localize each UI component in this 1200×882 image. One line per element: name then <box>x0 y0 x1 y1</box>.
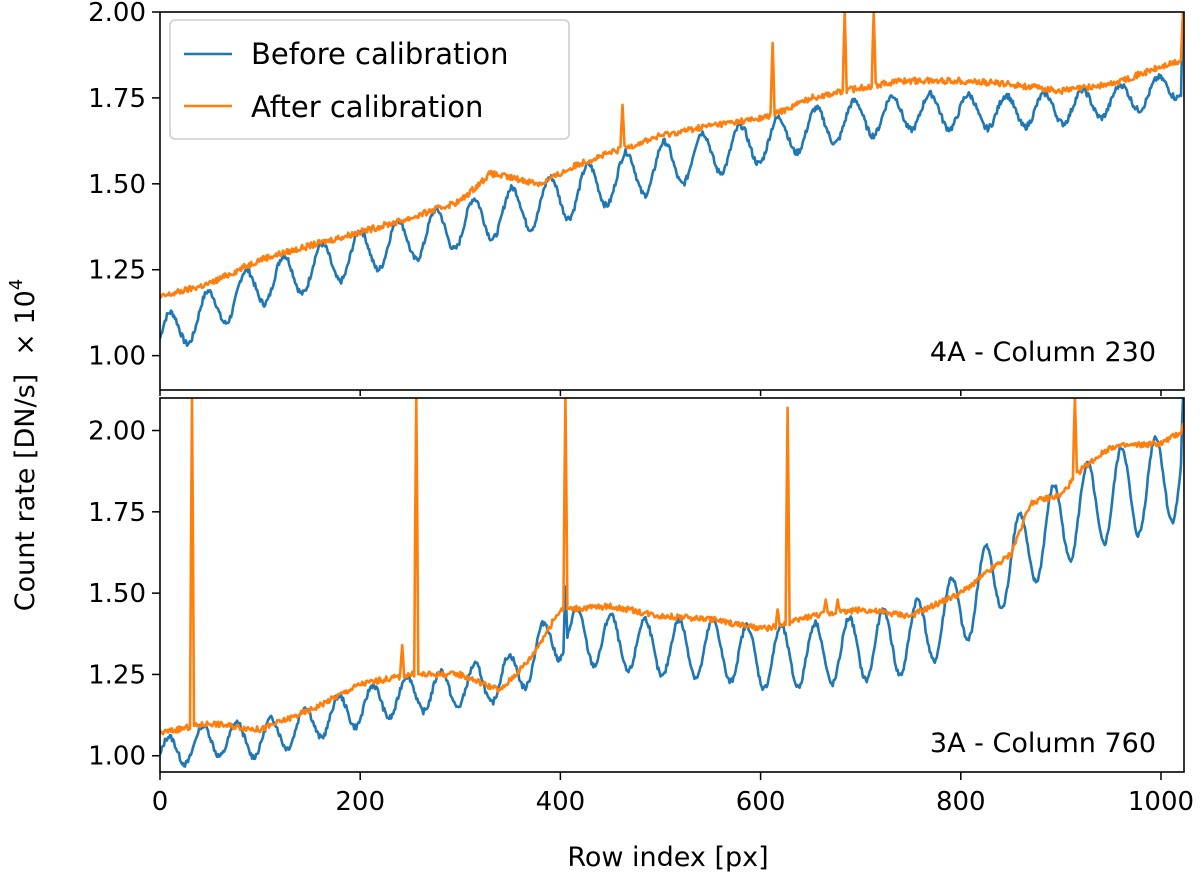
bottom-before-calibration-line <box>160 398 1184 768</box>
bottom-after-calibration-line <box>160 398 1184 736</box>
x-tick-label: 600 <box>736 787 786 817</box>
top-y-ticks: 1.00 1.25 1.50 1.75 2.00 <box>88 0 160 372</box>
top-panel: 1.00 1.25 1.50 1.75 2.00 4A - Column 230 Bef… <box>88 0 1185 391</box>
x-tick-label: 200 <box>335 787 385 817</box>
y-tick-label: 2.00 <box>88 417 146 447</box>
top-before-calibration-line <box>160 12 1184 347</box>
x-tick-label: 400 <box>536 787 586 817</box>
y-axis-multiplier-exponent: 4 <box>6 279 27 290</box>
y-tick-label: 1.75 <box>88 84 146 114</box>
top-panel-label: 4A - Column 230 <box>930 337 1156 368</box>
y-tick-label: 2.00 <box>88 0 146 28</box>
x-tick-label: 800 <box>936 787 986 817</box>
y-tick-label: 1.25 <box>88 660 146 690</box>
x-axis-label: Row index [px] <box>567 842 768 873</box>
x-tick-label: 0 <box>152 787 169 817</box>
legend-box <box>169 19 570 140</box>
x-ticks: 0 200 400 600 800 1000 <box>152 390 1194 817</box>
y-tick-label: 1.50 <box>88 579 146 609</box>
x-tick-label: 1000 <box>1128 787 1194 817</box>
bottom-y-ticks: 1.00 1.25 1.50 1.75 2.00 <box>88 417 160 772</box>
y-axis-multiplier: × 10 <box>10 290 41 356</box>
bottom-axes-frame <box>159 397 1185 773</box>
y-tick-label: 1.00 <box>88 742 146 772</box>
bottom-panel: 1.00 1.25 1.50 1.75 2.00 0 200 400 600 800 1000 3… <box>88 390 1194 817</box>
legend-label-after: After calibration <box>251 90 483 124</box>
y-tick-label: 1.25 <box>88 256 146 286</box>
y-axis-label-group: Count rate [DN/s] × 104 <box>6 279 41 611</box>
legend: Before calibration After calibration <box>169 19 570 140</box>
y-axis-label: Count rate [DN/s] × 104 <box>6 279 41 611</box>
y-axis-label-text: Count rate [DN/s] <box>10 374 41 611</box>
legend-label-before: Before calibration <box>251 37 509 71</box>
y-tick-label: 1.00 <box>88 342 146 372</box>
top-after-calibration-line <box>160 12 1184 299</box>
y-tick-label: 1.75 <box>88 498 146 528</box>
bottom-panel-label: 3A - Column 760 <box>930 728 1156 759</box>
y-tick-label: 1.50 <box>88 170 146 200</box>
top-axes-frame <box>159 11 1185 391</box>
